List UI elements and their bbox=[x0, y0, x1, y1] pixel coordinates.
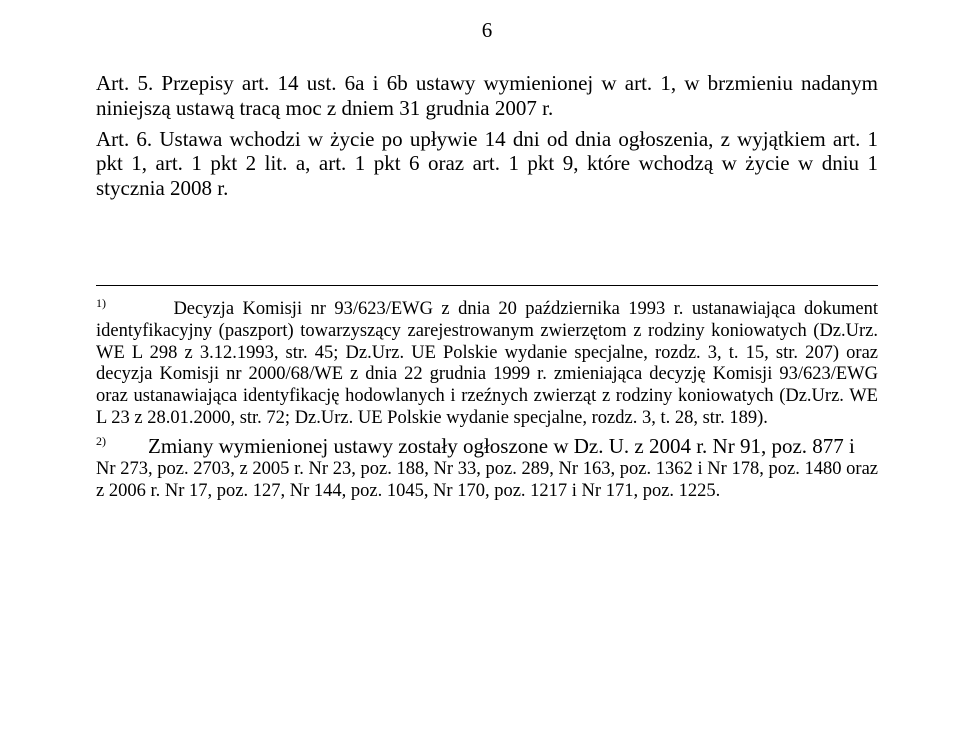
article-5: Art. 5. Przepisy art. 14 ust. 6a i 6b us… bbox=[96, 71, 878, 121]
footnote-1: 1) Decyzja Komisji nr 93/623/EWG z dnia … bbox=[96, 296, 878, 430]
footnote-2-cont: Nr 273, poz. 2703, z 2005 r. Nr 23, poz.… bbox=[96, 459, 878, 503]
article-6: Art. 6. Ustawa wchodzi w życie po upływi… bbox=[96, 127, 878, 201]
footnote-1-body: Decyzja Komisji nr 93/623/EWG z dnia 20 … bbox=[96, 299, 878, 428]
footnote-2-lead-text: Zmiany wymienionej ustawy zostały ogłosz… bbox=[148, 434, 855, 458]
page-number: 6 bbox=[96, 18, 878, 43]
footnote-2-marker: 2) bbox=[96, 434, 106, 448]
document-page: 6 Art. 5. Przepisy art. 14 ust. 6a i 6b … bbox=[0, 0, 960, 738]
footnote-separator bbox=[96, 285, 878, 286]
footnote-2-lead: 2) Zmiany wymienionej ustawy zostały ogł… bbox=[96, 434, 878, 459]
footnote-1-marker: 1) bbox=[96, 296, 106, 310]
